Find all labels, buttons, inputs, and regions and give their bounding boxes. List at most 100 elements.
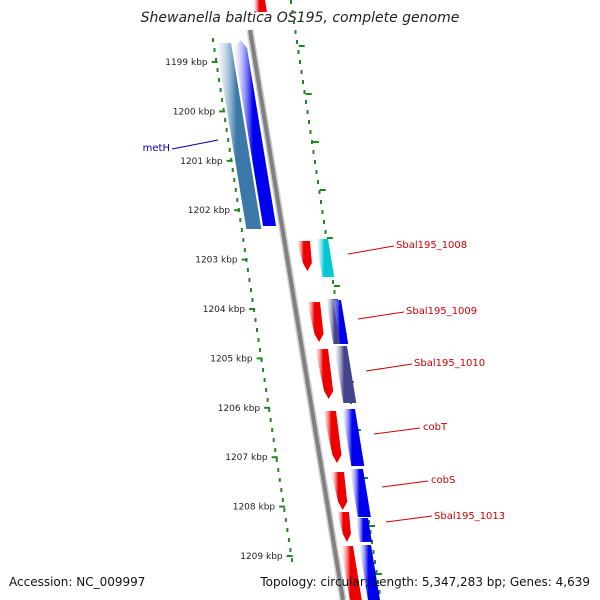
gene-1009-blue-bar [333,300,349,344]
gene-label: Sbal195_1013 [434,511,505,522]
scale-tick [249,308,256,310]
gene-bottom-blue-bar [359,545,380,600]
scale-dot [289,548,292,552]
outer-dot [375,570,378,574]
scale-dot [239,218,242,222]
outer-dot [309,130,312,134]
gene-cobS-red-bar [331,472,348,510]
outer-dot [314,160,316,164]
scale-tick [271,456,278,459]
outer-dot [321,210,324,214]
outer-dot [312,150,315,154]
backbone-line [248,29,345,600]
scale-dot [218,78,221,82]
scale-dot [262,368,265,372]
scale-dot [228,148,231,152]
scale-tick-label: 1203 kbp [195,256,238,266]
gene-label-leader [373,427,421,435]
scale-dot [260,358,263,362]
outer-dot [369,530,372,534]
scale-dot [215,58,218,62]
scale-dot [280,488,283,492]
outer-dot [303,90,306,94]
scale-tick [286,555,293,557]
scale-tick-label: 1202 kbp [188,206,231,216]
gene-top-red-bar [253,0,267,12]
scale-dot [233,178,236,182]
scale-tick-label: 1204 kbp [203,305,246,315]
outer-dot [315,170,318,174]
scale-dot [286,528,289,532]
scale-dot [216,68,219,72]
scale-tick [264,406,271,409]
gene-label: cobT [423,422,448,433]
scale-dot [259,348,262,352]
gene-label-leader [385,515,433,523]
outer-dot [299,60,301,64]
outer-tick [333,285,340,287]
gene-1008-red-bar [297,241,312,271]
gene-label-leader [347,245,395,255]
outer-tick [369,525,376,527]
gene-1013-red-bar [337,512,351,542]
scale-tick-label: 1208 kbp [233,503,276,513]
outer-tick [326,237,333,239]
outer-dot [306,110,309,114]
scale-dot [243,248,246,252]
outer-dot [333,290,336,294]
scale-dot [269,418,272,422]
scale-dot [268,408,271,412]
outer-dot [318,190,321,194]
outer-dot [324,230,327,234]
gene-cobT-red-bar [323,411,342,463]
scale-tick-label: 1206 kbp [218,404,261,414]
scale-dot [278,478,281,482]
scale-tick [279,505,286,508]
gene-label-leader [357,311,405,320]
gene-label: cobS [431,475,455,486]
scale-dot [242,238,245,242]
scale-tick [219,110,226,113]
gene-blue-bar [234,40,277,226]
scale-tick-label: 1209 kbp [240,552,283,562]
scale-dot [240,228,243,232]
scale-dot [274,448,277,452]
outer-dot [311,140,313,144]
gene-1008-cyan-bar [316,239,335,277]
outer-dot [371,540,373,544]
scale-dot [290,558,293,562]
outer-dot [372,550,375,554]
scale-dot [222,108,225,112]
scale-dot [283,508,286,512]
scale-tick [256,357,263,360]
scale-dot [277,468,280,472]
scale-dot [254,318,257,322]
map-title: Shewanella baltica OS195, complete genom… [140,10,460,26]
gene-metH-bar [216,43,262,229]
outer-dot [368,520,370,524]
outer-tick [312,141,319,143]
outer-dot [308,120,310,124]
outer-dot [296,40,298,44]
outer-dot [320,200,322,204]
scale-dot [236,198,239,202]
gene-1013-blue-bar [356,518,372,542]
outer-dot [293,20,295,24]
scale-tick [226,159,233,162]
scale-dot [263,378,266,382]
scale-dot [212,38,214,42]
gene-label: metH [143,143,170,154]
scale-tick [241,258,248,261]
outer-dot [378,590,381,594]
gene-cobS-blue-bar [350,469,371,517]
scale-tick-label: 1200 kbp [173,107,216,117]
outer-tick [361,477,368,479]
outer-dot [291,10,294,14]
scale-dot [266,398,269,402]
gene-1010-red-bar [315,349,334,399]
outer-dot [332,280,334,284]
outer-tick [376,573,383,575]
scale-dot [251,298,254,302]
scale-dot [234,188,237,192]
gene-label: Sbal195_1009 [406,306,477,317]
